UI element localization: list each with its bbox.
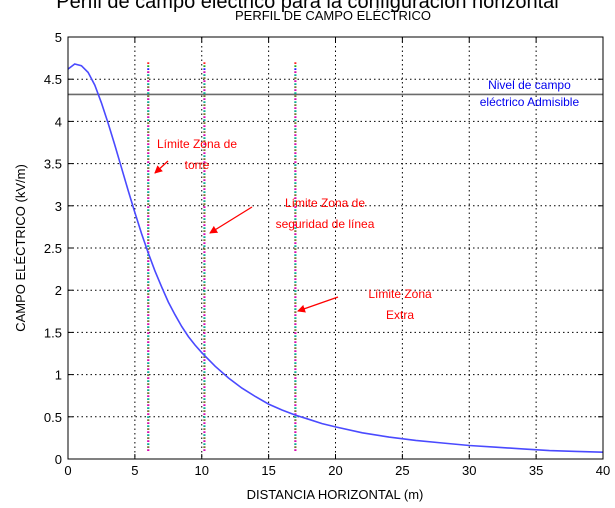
y-tick-label: 3 xyxy=(55,199,62,214)
chart-title: PERFIL DE CAMPO ELÉCTRICO xyxy=(235,8,431,23)
x-tick-label: 20 xyxy=(328,463,342,478)
zone-limit-label: seguridad de línea xyxy=(276,217,375,231)
x-tick-label: 35 xyxy=(529,463,543,478)
zone-limit-label: Límite Zona de xyxy=(157,137,237,151)
y-tick-label: 1.5 xyxy=(44,325,62,340)
annotation-arrow xyxy=(297,296,339,313)
x-tick-label: 10 xyxy=(195,463,209,478)
annotation-arrow xyxy=(209,206,253,234)
zone-limit-label: Extra xyxy=(386,308,414,322)
y-tick-label: 4.5 xyxy=(44,72,62,87)
admissible-level-label: Nivel de campo xyxy=(488,78,571,92)
zone-limit-label: Límite Zona de xyxy=(285,196,365,210)
y-tick-label: 2.5 xyxy=(44,241,62,256)
zone-limit-label: torre xyxy=(185,158,210,172)
y-tick-label: 2 xyxy=(55,283,62,298)
x-tick-label: 30 xyxy=(462,463,476,478)
plot-frame xyxy=(67,36,604,460)
y-tick-label: 0 xyxy=(55,452,62,467)
x-tick-label: 25 xyxy=(395,463,409,478)
y-tick-label: 0.5 xyxy=(44,410,62,425)
document-heading: Perfil de campo eléctrico para la config… xyxy=(56,0,559,13)
y-tick-label: 1 xyxy=(55,368,62,383)
admissible-level-label: eléctrico Admisible xyxy=(480,95,580,109)
x-tick-label: 5 xyxy=(131,463,138,478)
x-tick-label: 15 xyxy=(261,463,275,478)
y-axis-label: CAMPO ELÉCTRICO (kV/m) xyxy=(13,164,28,332)
x-tick-label: 0 xyxy=(64,463,71,478)
y-tick-label: 5 xyxy=(55,30,62,45)
annotation-arrow xyxy=(154,160,169,174)
zone-limit-label: Límite Zona xyxy=(368,287,432,301)
x-axis-label: DISTANCIA HORIZONTAL (m) xyxy=(247,487,424,502)
x-tick-label: 40 xyxy=(596,463,610,478)
y-tick-label: 4 xyxy=(55,114,62,129)
field-curve xyxy=(67,63,604,453)
y-tick-label: 3.5 xyxy=(44,157,62,172)
